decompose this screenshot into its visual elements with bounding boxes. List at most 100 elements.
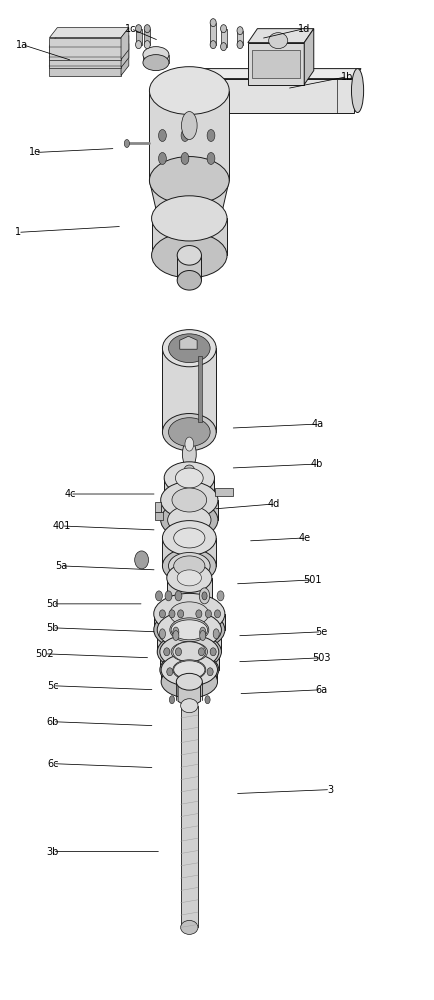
Polygon shape	[162, 348, 216, 432]
Polygon shape	[153, 614, 224, 630]
Text: 501: 501	[303, 575, 322, 585]
Ellipse shape	[168, 552, 210, 579]
Polygon shape	[162, 538, 216, 566]
Text: 4c: 4c	[64, 489, 76, 499]
Polygon shape	[303, 29, 313, 85]
Polygon shape	[184, 470, 194, 478]
Text: 5b: 5b	[46, 623, 59, 633]
Ellipse shape	[158, 152, 166, 164]
Ellipse shape	[184, 465, 194, 475]
Ellipse shape	[182, 440, 196, 468]
Ellipse shape	[153, 593, 224, 634]
Text: 401: 401	[52, 521, 70, 531]
Ellipse shape	[207, 152, 214, 164]
Polygon shape	[164, 478, 214, 500]
Text: 6a: 6a	[315, 685, 327, 695]
Ellipse shape	[159, 653, 218, 687]
Polygon shape	[197, 79, 353, 113]
Ellipse shape	[210, 41, 216, 49]
Polygon shape	[151, 218, 227, 255]
Polygon shape	[144, 29, 150, 45]
Ellipse shape	[166, 668, 172, 676]
Ellipse shape	[171, 642, 207, 662]
Bar	[215, 488, 232, 496]
Ellipse shape	[135, 551, 148, 569]
Ellipse shape	[144, 25, 150, 33]
Polygon shape	[180, 706, 197, 927]
Ellipse shape	[158, 130, 166, 141]
Text: 4e: 4e	[297, 533, 309, 543]
Ellipse shape	[173, 556, 204, 576]
Text: 3: 3	[326, 785, 332, 795]
Ellipse shape	[237, 27, 243, 35]
Ellipse shape	[217, 591, 224, 601]
Ellipse shape	[177, 271, 201, 290]
Ellipse shape	[157, 633, 221, 670]
Polygon shape	[49, 38, 121, 60]
Ellipse shape	[172, 627, 178, 637]
Bar	[197, 356, 202, 422]
Ellipse shape	[163, 648, 169, 656]
Polygon shape	[168, 566, 210, 578]
Ellipse shape	[157, 611, 221, 648]
Text: 5d: 5d	[46, 599, 59, 609]
Ellipse shape	[169, 602, 208, 626]
Ellipse shape	[161, 666, 217, 698]
Ellipse shape	[159, 629, 165, 639]
Ellipse shape	[160, 482, 217, 518]
Ellipse shape	[201, 592, 207, 600]
Polygon shape	[247, 43, 303, 85]
Text: 5e: 5e	[315, 627, 327, 637]
Polygon shape	[121, 44, 128, 76]
Ellipse shape	[210, 19, 216, 27]
Ellipse shape	[205, 610, 211, 618]
Text: 5a: 5a	[55, 561, 67, 571]
Ellipse shape	[158, 200, 220, 237]
Polygon shape	[154, 512, 163, 520]
Ellipse shape	[135, 41, 141, 49]
Ellipse shape	[181, 130, 188, 141]
Text: 3b: 3b	[46, 847, 59, 857]
Polygon shape	[197, 69, 360, 79]
Ellipse shape	[172, 642, 205, 662]
Ellipse shape	[166, 599, 211, 628]
Text: 1a: 1a	[16, 40, 28, 50]
Text: 5c: 5c	[47, 681, 59, 691]
Ellipse shape	[220, 25, 226, 33]
Ellipse shape	[135, 25, 141, 33]
Polygon shape	[149, 180, 229, 218]
Ellipse shape	[164, 484, 214, 516]
Ellipse shape	[177, 570, 201, 586]
Ellipse shape	[207, 130, 214, 141]
Text: 503: 503	[312, 653, 330, 663]
Ellipse shape	[207, 668, 213, 676]
Ellipse shape	[199, 627, 205, 637]
Ellipse shape	[153, 609, 224, 650]
Ellipse shape	[167, 506, 210, 534]
Polygon shape	[49, 46, 121, 68]
Ellipse shape	[176, 673, 202, 690]
Ellipse shape	[161, 654, 217, 686]
Polygon shape	[220, 29, 226, 47]
Polygon shape	[121, 28, 128, 60]
Ellipse shape	[167, 524, 210, 552]
Ellipse shape	[172, 631, 178, 641]
Polygon shape	[157, 630, 221, 652]
Ellipse shape	[160, 502, 217, 538]
Ellipse shape	[180, 699, 197, 713]
Ellipse shape	[220, 43, 226, 51]
Ellipse shape	[149, 157, 229, 204]
Ellipse shape	[171, 488, 206, 512]
Text: 502: 502	[35, 649, 53, 659]
Polygon shape	[247, 29, 313, 43]
Ellipse shape	[159, 635, 218, 669]
Text: 4d: 4d	[267, 499, 279, 509]
Polygon shape	[49, 54, 121, 76]
Ellipse shape	[199, 631, 205, 641]
Ellipse shape	[169, 618, 208, 642]
Ellipse shape	[155, 591, 162, 601]
Text: 1b: 1b	[341, 72, 353, 82]
Ellipse shape	[198, 648, 204, 656]
Ellipse shape	[171, 620, 207, 640]
Ellipse shape	[172, 660, 205, 680]
